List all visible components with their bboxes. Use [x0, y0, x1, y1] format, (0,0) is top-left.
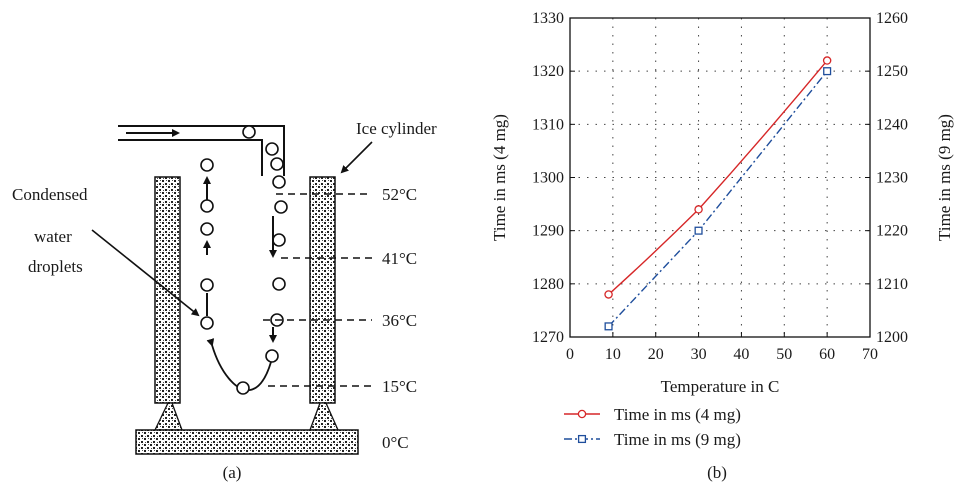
- left-y-tick-label: 1310: [532, 116, 564, 133]
- ice-cylinder-label: Ice cylinder: [356, 119, 437, 138]
- temperature-markers: [263, 193, 372, 387]
- left-y-tick-label: 1320: [532, 63, 564, 80]
- bottom-droplet: [236, 381, 250, 395]
- droplet-path-curve: [206, 338, 272, 391]
- legend-label: Time in ms (9 mg): [614, 430, 741, 449]
- legend-marker-circle: [577, 409, 587, 419]
- temp-52-label: 52°C: [382, 185, 417, 204]
- data-point-circle: [604, 290, 613, 299]
- left-y-axis-label: Time in ms (4 mg): [490, 114, 509, 241]
- x-tick-label: 40: [733, 346, 749, 363]
- left-support: [153, 402, 183, 431]
- right-y-axis-label: Time in ms (9 mg): [935, 114, 954, 241]
- right-y-tick-label: 1240: [876, 116, 908, 133]
- left-y-tick-label: 1270: [532, 329, 564, 346]
- series-line: [608, 60, 828, 295]
- x-tick-label: 20: [648, 346, 664, 363]
- x-axis-label: Temperature in C: [661, 377, 780, 396]
- pipe-droplets: [242, 125, 284, 171]
- x-tick-label: 0: [566, 346, 574, 363]
- right-y-tick-label: 1200: [876, 329, 908, 346]
- data-point-square: [604, 322, 613, 331]
- data-point-square: [823, 67, 832, 76]
- data-point-circle: [694, 205, 703, 214]
- x-tick-label: 30: [691, 346, 707, 363]
- condensed-pointer: [91, 229, 200, 317]
- left-y-tick-label: 1300: [532, 170, 564, 187]
- rising-droplets: [200, 158, 214, 330]
- condensed-label-1: Condensed: [12, 185, 88, 204]
- inlet-pipe: [118, 125, 285, 176]
- right-y-tick-label: 1210: [876, 276, 908, 293]
- x-tick-label: 10: [605, 346, 621, 363]
- x-tick-label: 60: [819, 346, 835, 363]
- base-plate: [135, 429, 359, 455]
- temp-41-label: 41°C: [382, 249, 417, 268]
- right-support: [309, 402, 340, 431]
- chart-legend: Time in ms (4 mg) Time in ms (9 mg): [564, 405, 741, 449]
- condensed-label-3: droplets: [28, 257, 83, 276]
- left-y-tick-label: 1280: [532, 276, 564, 293]
- right-y-axis-ticks: 1200 1210 1220 1230 1240 1250 1260: [865, 10, 908, 346]
- x-tick-label: 50: [776, 346, 792, 363]
- right-y-tick-label: 1230: [876, 170, 908, 187]
- panel-a-caption: (a): [223, 463, 242, 482]
- left-y-tick-label: 1290: [532, 223, 564, 240]
- right-y-tick-label: 1250: [876, 63, 908, 80]
- panel-b-chart: 0 10 20 30 40 50 60 70 1270 1280 1290 1300 1310 1320…: [490, 10, 954, 482]
- legend-label: Time in ms (4 mg): [614, 405, 741, 424]
- right-y-tick-label: 1220: [876, 223, 908, 240]
- left-y-axis-ticks: 1270 1280 1290 1300 1310 1320 1330: [532, 10, 575, 346]
- right-y-tick-label: 1260: [876, 10, 908, 27]
- series-line: [608, 70, 828, 327]
- panel-a-schematic: 52°C 41°C 36°C 15°C 0°C Ice cylinder Con…: [12, 119, 437, 482]
- falling-droplets: [265, 175, 288, 363]
- chart-series: [604, 56, 832, 331]
- right-cylinder-wall: [309, 176, 336, 404]
- ice-cylinder-pointer: [340, 141, 373, 174]
- x-axis-ticks: 0 10 20 30 40 50 60 70: [566, 332, 878, 363]
- legend-marker-square: [577, 434, 587, 444]
- data-point-circle: [822, 56, 832, 65]
- panel-b-caption: (b): [707, 463, 727, 482]
- data-point-square: [694, 226, 703, 235]
- temp-0-label: 0°C: [382, 433, 409, 452]
- temp-15-label: 15°C: [382, 377, 417, 396]
- condensed-label-2: water: [34, 227, 72, 246]
- left-y-tick-label: 1330: [532, 10, 564, 27]
- x-tick-label: 70: [862, 346, 878, 363]
- temp-36-label: 36°C: [382, 311, 417, 330]
